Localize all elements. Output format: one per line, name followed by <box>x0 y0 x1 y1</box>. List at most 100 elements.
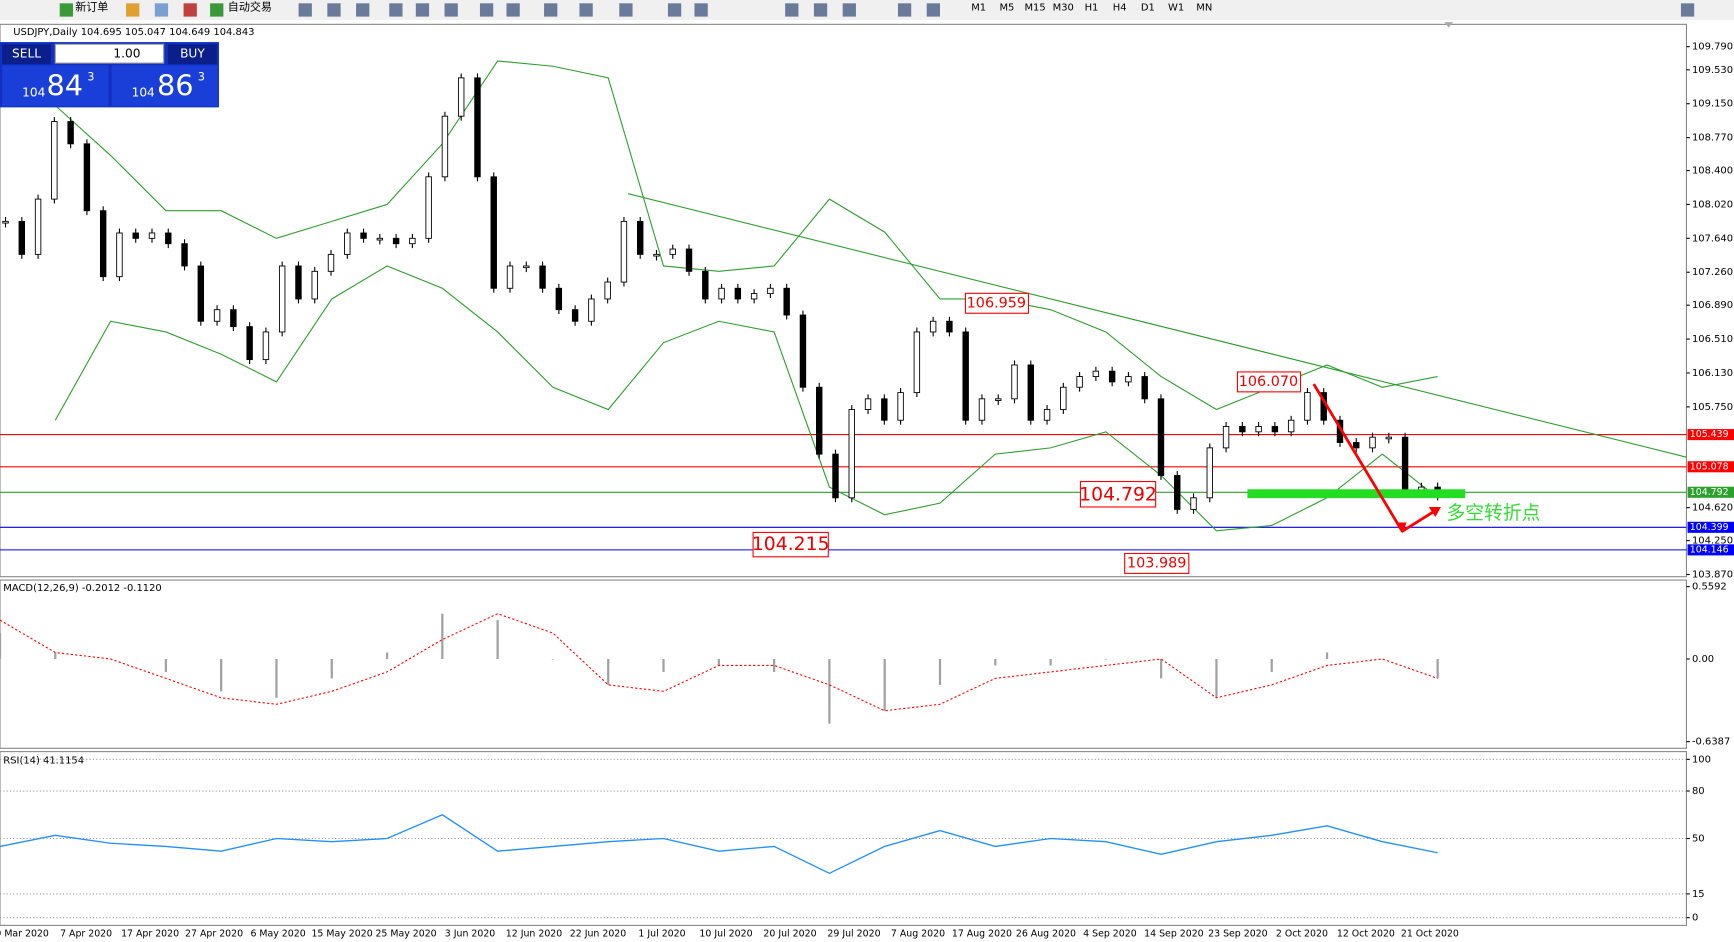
x-tick-label: 14 Sep 2020 <box>1144 929 1204 940</box>
red-arrow <box>1401 508 1439 533</box>
sell-label[interactable]: SELL <box>12 47 41 61</box>
buy-button[interactable] <box>168 44 217 65</box>
y-tick-label: 107.260 <box>1692 267 1733 278</box>
candle <box>962 331 969 421</box>
macd-bar <box>1215 658 1218 698</box>
bollinger-band <box>54 60 1438 411</box>
timeframe-button[interactable]: M5 <box>999 3 1014 14</box>
rsi-line <box>0 814 1438 875</box>
macd-bar <box>330 658 333 679</box>
candle <box>344 232 351 255</box>
timeframe-button[interactable]: H1 <box>1085 3 1099 14</box>
support-bar <box>1247 489 1466 499</box>
x-tick-label: 26 Aug 2020 <box>1016 929 1076 940</box>
timeframe-button[interactable]: D1 <box>1141 3 1155 14</box>
x-tick-label: 12 Oct 2020 <box>1337 929 1395 940</box>
annotation-box <box>1236 371 1302 393</box>
arrow-head <box>1395 522 1407 534</box>
timeframe-button[interactable]: M30 <box>1053 3 1074 14</box>
candle <box>1255 426 1262 433</box>
candle <box>1287 419 1295 433</box>
lot-value[interactable]: 1.00 <box>113 47 140 61</box>
candle <box>262 331 270 361</box>
candle <box>1239 426 1246 433</box>
price-level-tag <box>1687 486 1734 498</box>
arrow-head <box>1428 506 1441 517</box>
macd-bar <box>551 658 555 660</box>
macd-bar <box>828 658 831 724</box>
candle <box>148 232 156 239</box>
macd-bar <box>164 658 167 672</box>
candle <box>816 386 823 455</box>
icon <box>183 3 197 17</box>
icon <box>154 3 169 17</box>
sell-button[interactable] <box>2 44 51 65</box>
annotation-box <box>752 531 829 558</box>
toolbar <box>0 0 1734 20</box>
toolbar-button[interactable]: 新订单 <box>75 0 108 14</box>
candle <box>702 270 709 300</box>
price-level-tag <box>1687 429 1734 441</box>
macd-bar <box>441 613 444 659</box>
price-level-tag <box>1687 521 1734 533</box>
x-tick-label: 6 May 2020 <box>250 929 305 940</box>
buy-label[interactable]: BUY <box>180 47 205 61</box>
x-tick-label: 21 Oct 2020 <box>1401 929 1459 940</box>
macd-bar <box>662 658 665 672</box>
timeframe-button[interactable]: H4 <box>1113 3 1127 14</box>
y-tick-label: 0.00 <box>1692 654 1714 665</box>
candle <box>230 309 237 328</box>
lot-input[interactable] <box>54 43 165 64</box>
timeframe-button[interactable]: M15 <box>1024 3 1045 14</box>
macd-header: MACD(12,26,9) -0.2012 -0.1120 <box>3 583 161 594</box>
macd-bar <box>0 633 2 659</box>
candle <box>1125 376 1132 383</box>
timeframe-button[interactable]: W1 <box>1168 3 1184 14</box>
macd-panel <box>0 579 1688 749</box>
y-tick-label: 109.150 <box>1692 99 1733 110</box>
macd-bar <box>1270 658 1273 672</box>
macd-signal <box>0 613 1438 712</box>
timeframe-button[interactable]: MN <box>1196 3 1212 14</box>
timeframe-button[interactable]: M1 <box>971 3 986 14</box>
x-tick-label: 22 Jun 2020 <box>570 929 626 940</box>
price-level-tag <box>1687 544 1734 556</box>
candle <box>409 237 416 245</box>
candle <box>1353 442 1360 449</box>
candle <box>929 320 937 333</box>
candle <box>637 220 644 255</box>
candle <box>311 270 318 300</box>
candle <box>1222 426 1230 449</box>
candle <box>669 248 676 255</box>
ask-box[interactable] <box>111 65 218 107</box>
x-tick-label: 27 Apr 2020 <box>185 929 243 940</box>
toolbar-icons <box>298 3 1695 17</box>
macd-bar <box>938 658 942 685</box>
annotation: 104.215 <box>752 534 830 555</box>
price-level-label: 105.439 <box>1690 429 1729 440</box>
candle <box>1092 370 1100 377</box>
candle <box>1157 398 1165 476</box>
candle <box>132 232 139 239</box>
shift-marker <box>1444 22 1454 28</box>
candle <box>897 392 904 421</box>
y-tick-label: 50 <box>1692 833 1705 844</box>
macd-bar <box>1325 652 1329 659</box>
x-tick-label: 20 Jul 2020 <box>763 929 816 940</box>
candle <box>539 265 546 289</box>
toolbar-button[interactable]: 自动交易 <box>228 0 272 14</box>
candle <box>978 398 986 421</box>
y-tick-label: 0 <box>1692 913 1698 924</box>
candle <box>474 77 481 178</box>
y-tick-label: 103.870 <box>1692 569 1733 580</box>
bid-box[interactable] <box>2 65 109 107</box>
ask-pip: 3 <box>198 70 205 83</box>
red-arrow <box>1312 383 1404 533</box>
x-tick-label: 17 Apr 2020 <box>121 929 179 940</box>
x-tick-label: 23 Sep 2020 <box>1208 929 1268 940</box>
macd-bar <box>883 658 886 711</box>
candle <box>832 453 839 499</box>
macd-bar <box>1381 658 1384 660</box>
candle <box>685 248 693 272</box>
